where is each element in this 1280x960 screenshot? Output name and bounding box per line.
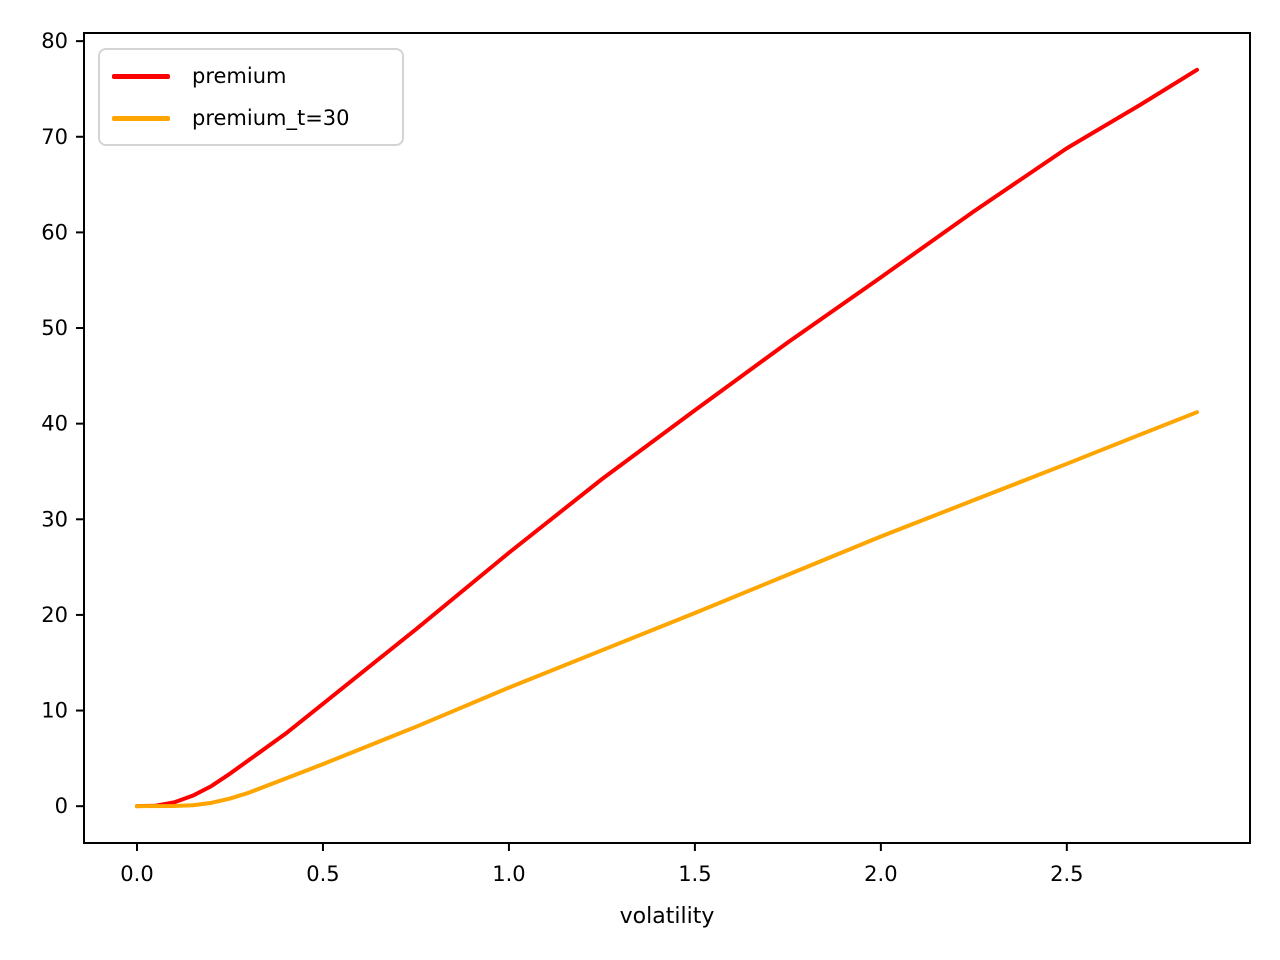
premium-t30-line-swatch [112,115,170,121]
y-tick-label: 20 [41,603,68,627]
series-line-premium [135,67,1199,809]
premium-line-swatch [112,73,170,79]
x-tick-label: 1.5 [678,862,711,886]
x-tick-label: 1.0 [492,862,525,886]
y-tick-label: 50 [41,316,68,340]
series-line-premium-t-30 [135,410,1199,809]
y-tick-label: 70 [41,125,68,149]
y-tick-label: 40 [41,412,68,436]
x-axis-label: volatility [620,904,715,929]
legend-entry-premium-t30: premium_t=30 [112,104,388,132]
x-tick-label: 0.5 [306,862,339,886]
x-tick-label: 2.5 [1050,862,1083,886]
legend: premium premium_t=30 [98,48,404,146]
y-tick-label: 10 [41,699,68,723]
plot-border [83,32,1251,844]
x-tick-label: 0.0 [120,862,153,886]
y-tick-label: 60 [41,220,68,244]
legend-label-premium-t30: premium_t=30 [192,106,350,130]
x-tick-label: 2.0 [864,862,897,886]
legend-label-premium: premium [192,64,287,88]
y-tick-label: 30 [41,507,68,531]
y-tick-label: 80 [41,29,68,53]
y-tick-label: 0 [55,794,68,818]
legend-entry-premium: premium [112,62,388,90]
